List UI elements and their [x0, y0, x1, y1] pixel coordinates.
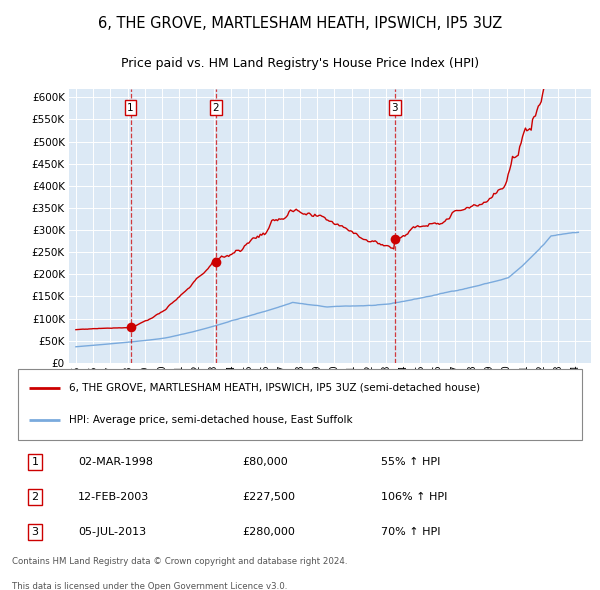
- Text: 3: 3: [32, 527, 38, 537]
- Text: 2: 2: [31, 492, 38, 502]
- Text: This data is licensed under the Open Government Licence v3.0.: This data is licensed under the Open Gov…: [12, 582, 287, 590]
- Text: 12-FEB-2003: 12-FEB-2003: [78, 492, 149, 502]
- Text: 6, THE GROVE, MARTLESHAM HEATH, IPSWICH, IP5 3UZ (semi-detached house): 6, THE GROVE, MARTLESHAM HEATH, IPSWICH,…: [69, 383, 480, 393]
- Text: 1: 1: [127, 103, 134, 113]
- Text: 02-MAR-1998: 02-MAR-1998: [78, 457, 153, 467]
- Text: 6, THE GROVE, MARTLESHAM HEATH, IPSWICH, IP5 3UZ: 6, THE GROVE, MARTLESHAM HEATH, IPSWICH,…: [98, 17, 502, 31]
- Text: 05-JUL-2013: 05-JUL-2013: [78, 527, 146, 537]
- Text: Contains HM Land Registry data © Crown copyright and database right 2024.: Contains HM Land Registry data © Crown c…: [12, 558, 347, 566]
- Text: 1: 1: [32, 457, 38, 467]
- Text: 106% ↑ HPI: 106% ↑ HPI: [380, 492, 447, 502]
- Text: 2: 2: [212, 103, 219, 113]
- Text: £80,000: £80,000: [242, 457, 288, 467]
- Text: 55% ↑ HPI: 55% ↑ HPI: [380, 457, 440, 467]
- Text: 3: 3: [391, 103, 398, 113]
- Text: 70% ↑ HPI: 70% ↑ HPI: [380, 527, 440, 537]
- Text: £280,000: £280,000: [242, 527, 295, 537]
- Text: HPI: Average price, semi-detached house, East Suffolk: HPI: Average price, semi-detached house,…: [69, 415, 352, 425]
- FancyBboxPatch shape: [18, 369, 582, 440]
- Text: Price paid vs. HM Land Registry's House Price Index (HPI): Price paid vs. HM Land Registry's House …: [121, 57, 479, 70]
- Text: £227,500: £227,500: [242, 492, 295, 502]
